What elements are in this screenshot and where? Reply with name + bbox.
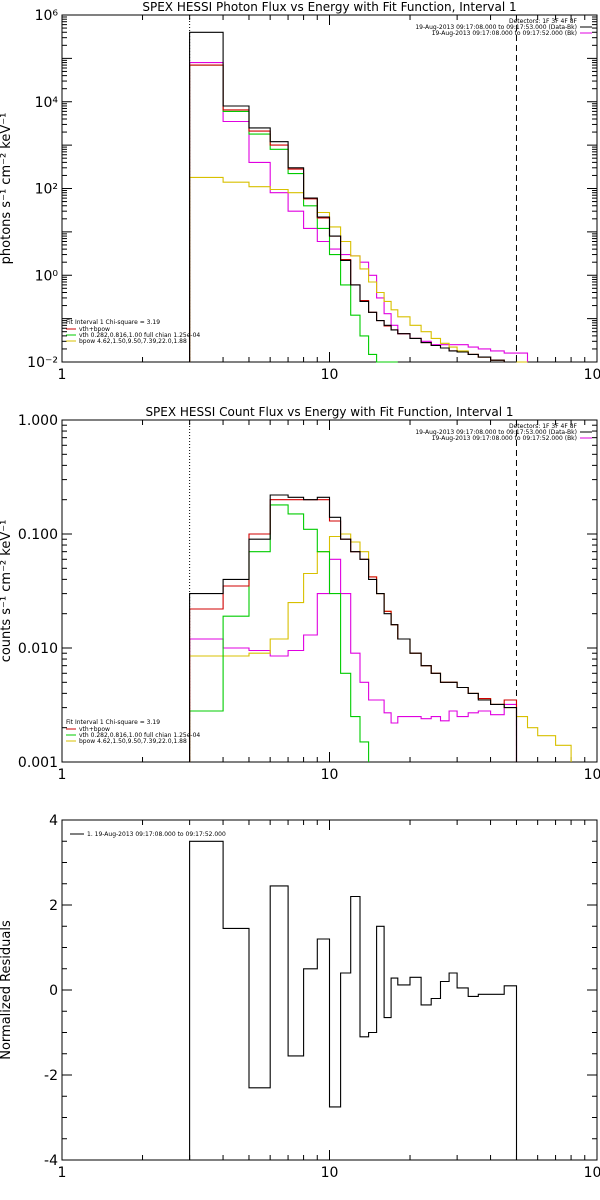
series-background xyxy=(189,558,518,762)
fit-legend-entry: vth 0.282,0.816,1.00 full chian 1.25e-04 xyxy=(79,732,200,739)
x-tick-label: 100 xyxy=(584,767,600,783)
series-data xyxy=(189,31,517,363)
legend-header-line: 19-Aug-2013 09:17:08.000 to 09:17:52.000… xyxy=(432,30,577,37)
series-total-model xyxy=(189,64,517,363)
legend-entry: 1. 19-Aug-2013 09:17:08.000 to 09:17:52.… xyxy=(87,831,226,838)
y-tick-label: -2 xyxy=(44,1068,58,1084)
series-bpow xyxy=(189,176,528,363)
fit-info-title: Fit Interval 1 Chi-square = 3.19 xyxy=(66,319,160,326)
x-tick-label: 10 xyxy=(321,767,339,783)
legend-header-line: Detectors: 1F 3F 4F 8F xyxy=(509,423,578,430)
legend-header-line: 19-Aug-2013 09:17:08.000 to 09:17:52.000… xyxy=(432,435,577,442)
chart-panel-2: SPEX HESSI Count Flux vs Energy with Fit… xyxy=(0,405,600,783)
x-tick-label: 100 xyxy=(584,367,600,383)
x-tick-label: 1 xyxy=(58,767,67,783)
chart-panel-3: Normalized Residuals 1 10 100 -4 -2 0 2 4 1. 19-A… xyxy=(0,813,600,1181)
x-tick-label: 10 xyxy=(321,1165,339,1181)
y-tick-label: 0.010 xyxy=(18,641,58,657)
y-tick-label: -4 xyxy=(44,1153,58,1169)
y-tick-label: 10⁶ xyxy=(35,8,59,24)
fit-legend-entry: bpow 4.62,1.50,9.50,7.39,22.0,1.88 xyxy=(79,738,187,745)
y-tick-label: 10⁴ xyxy=(35,95,59,111)
chart-title: SPEX HESSI Photon Flux vs Energy with Fi… xyxy=(142,0,516,14)
x-tick-label: 1 xyxy=(58,367,67,383)
series-total-model xyxy=(189,499,518,762)
series-data xyxy=(189,494,518,762)
y-tick-label: 1.000 xyxy=(18,413,58,429)
legend-header-line: 19-Aug-2013 09:17:08.000 to 09:17:53.000… xyxy=(415,429,577,436)
series-vth xyxy=(189,504,370,762)
fit-legend-entry: vth+bpow xyxy=(79,726,110,733)
x-tick-label: 10 xyxy=(321,367,339,383)
fit-legend-entry: vth+bpow xyxy=(79,326,110,333)
legend-header-line: Detectors: 1F 3F 4F 8F xyxy=(509,18,578,25)
y-tick-label: 0.001 xyxy=(18,755,58,771)
chart-title: SPEX HESSI Count Flux vs Energy with Fit… xyxy=(145,405,513,419)
y-tick-label: 0 xyxy=(49,983,58,999)
chart-panel-1: SPEX HESSI Photon Flux vs Energy with Fi… xyxy=(0,0,600,383)
y-tick-label: 2 xyxy=(49,898,58,914)
y-axis-label: counts s⁻¹ cm⁻² keV⁻¹ xyxy=(0,520,14,663)
x-tick-label: 100 xyxy=(584,1165,600,1181)
y-axis-label: photons s⁻¹ cm⁻² keV⁻¹ xyxy=(0,113,14,265)
series-vth xyxy=(189,64,398,363)
series-background xyxy=(189,62,529,362)
y-tick-label: 10⁻² xyxy=(27,355,58,371)
y-tick-label: 0.100 xyxy=(18,527,58,543)
fit-info-title: Fit Interval 1 Chi-square = 3.19 xyxy=(66,719,160,726)
fit-legend-entry: bpow 4.62,1.50,9.50,7.39,22.0,1.88 xyxy=(79,338,187,345)
y-tick-label: 4 xyxy=(49,813,58,829)
legend-header-line: 19-Aug-2013 09:17:08.000 to 09:17:53.000… xyxy=(415,24,577,31)
series-data xyxy=(189,840,518,1160)
fit-legend-entry: vth 0.282,0.816,1.00 full chian 1.25e-04 xyxy=(79,332,200,339)
y-tick-label: 10² xyxy=(35,182,58,198)
y-tick-label: 10⁰ xyxy=(35,268,59,284)
y-axis-label: Normalized Residuals xyxy=(0,920,14,1060)
x-tick-label: 1 xyxy=(58,1165,67,1181)
